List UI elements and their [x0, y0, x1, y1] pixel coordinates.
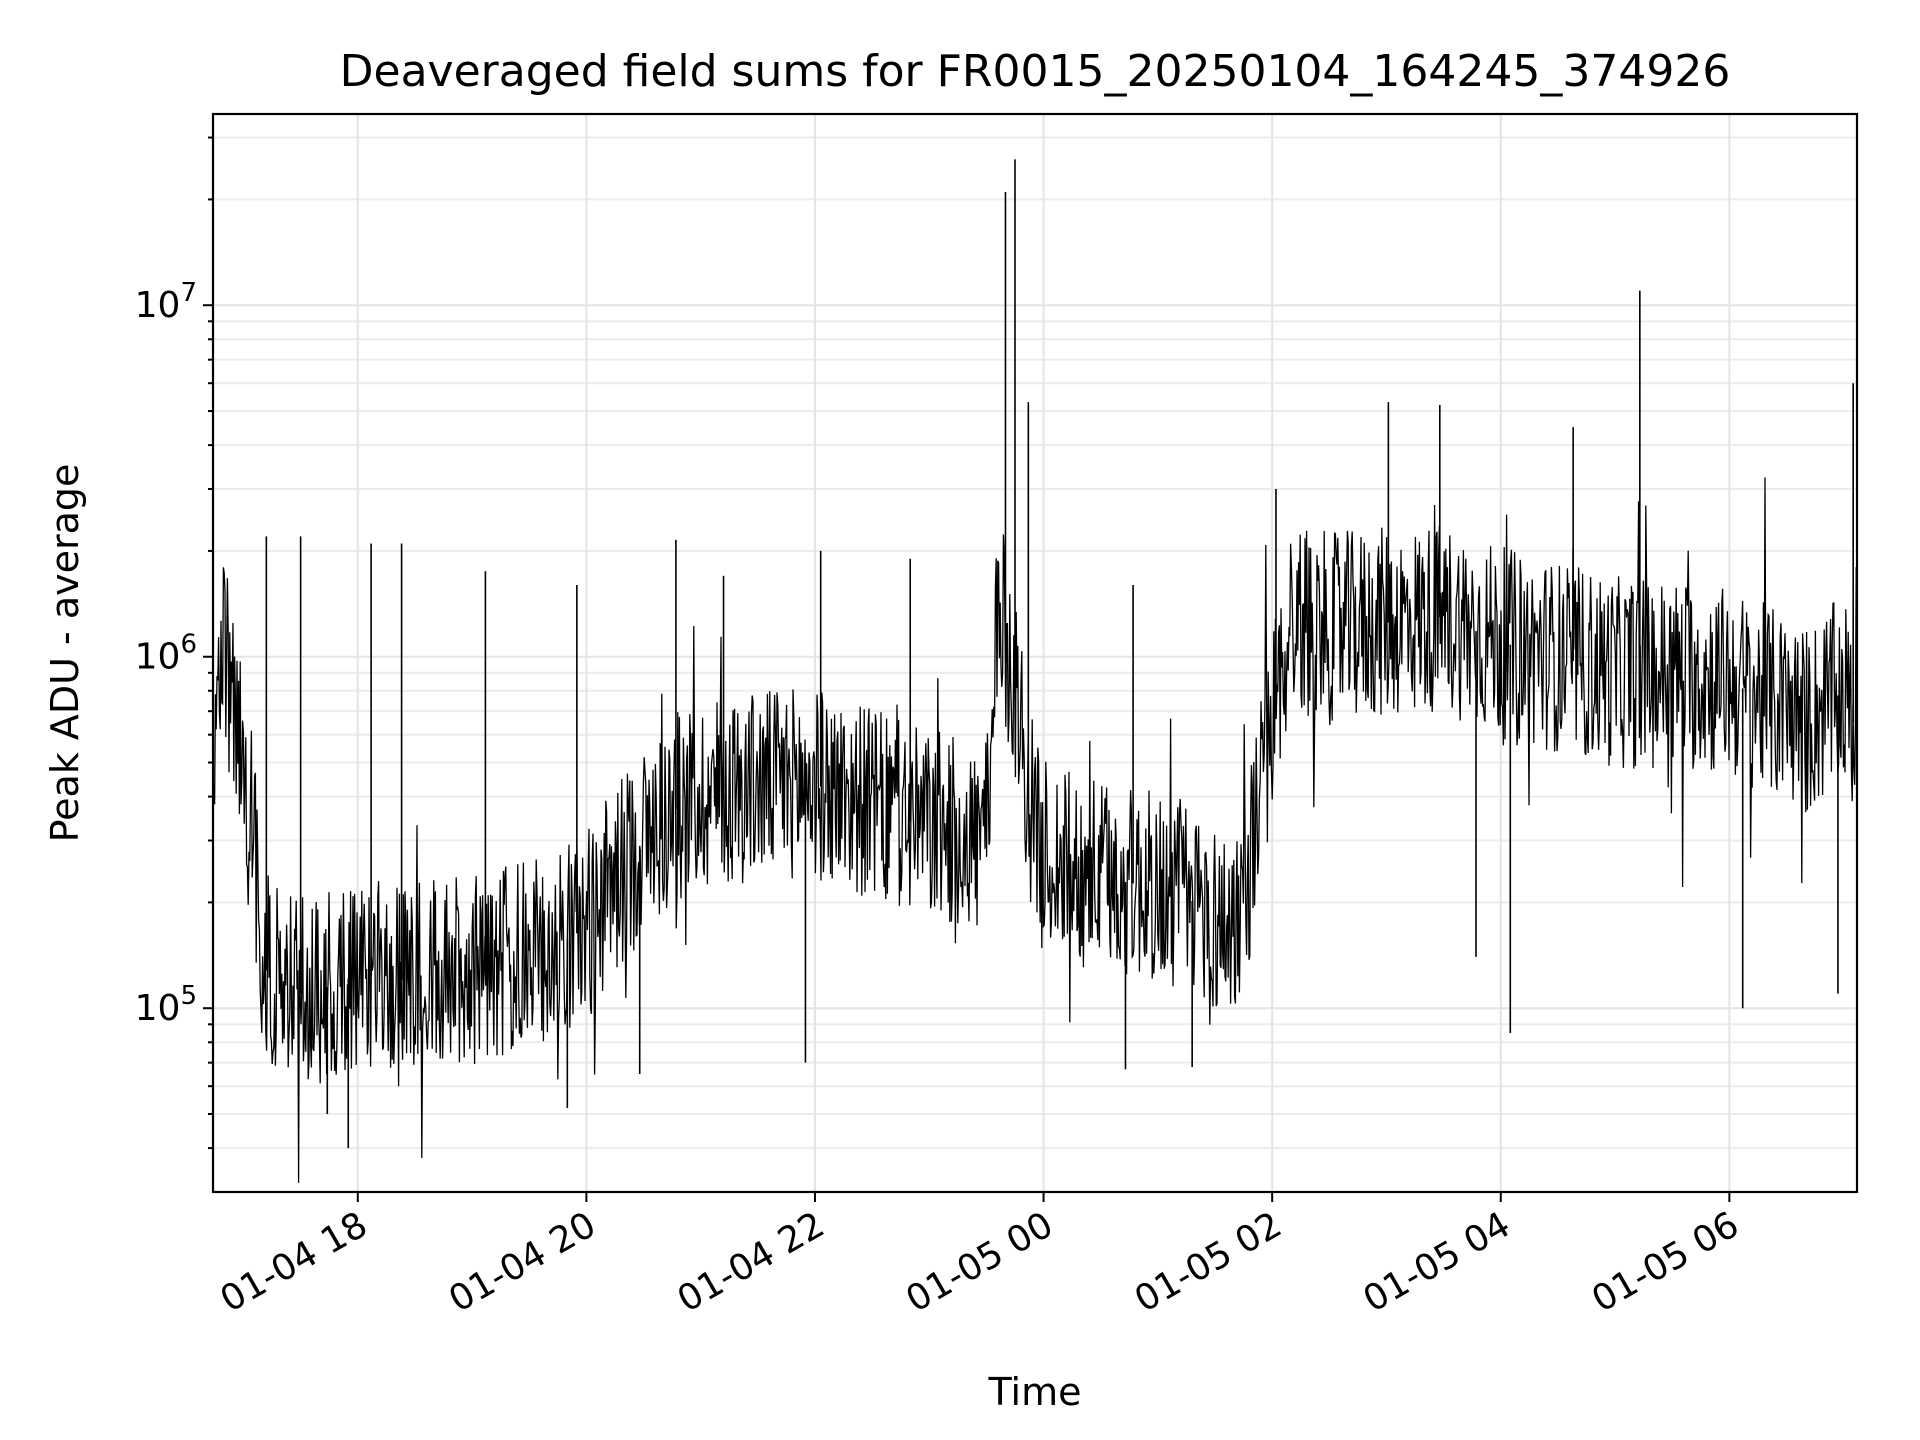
series-line	[212, 477, 1858, 1183]
y-tick-label: 105	[135, 981, 197, 1029]
chart-title: Deaveraged field sums for FR0015_2025010…	[340, 46, 1731, 97]
plot-frame	[211, 112, 1859, 1194]
series-layer	[212, 159, 1858, 1183]
x-axis-label: Time	[988, 1370, 1082, 1414]
y-axis: 105 106 107	[135, 136, 213, 1150]
y-tick-label: 106	[135, 630, 197, 678]
y-tick-label: 107	[135, 278, 197, 326]
y-axis-label: Peak ADU - average	[43, 464, 87, 843]
